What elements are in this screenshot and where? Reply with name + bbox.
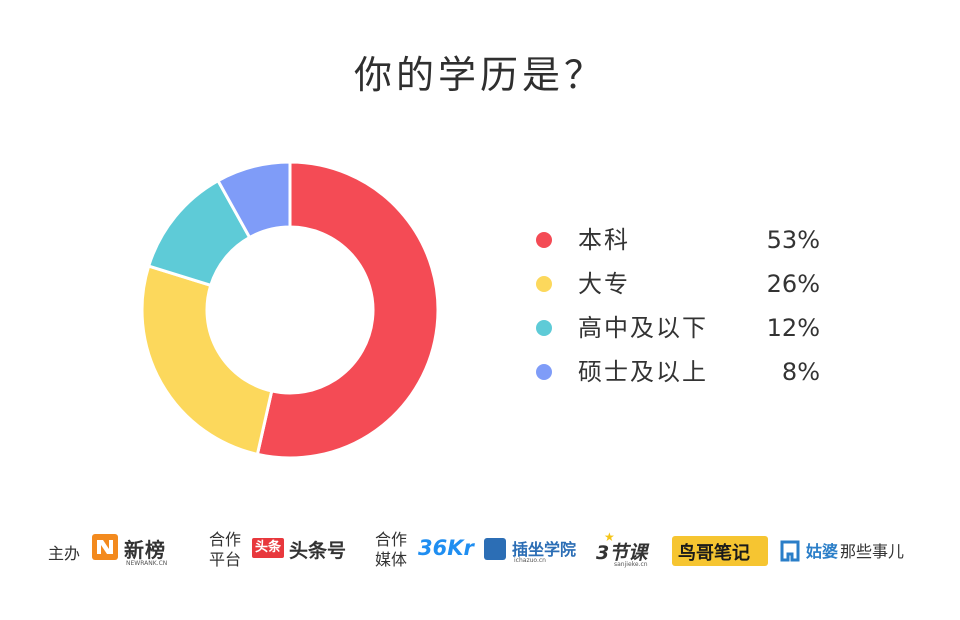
chazuo-icon xyxy=(484,538,506,560)
niaoge-logo: 鸟哥笔记 xyxy=(672,536,768,566)
donut-slice-硕士及以上 xyxy=(216,160,292,240)
3jieke-logo: ★ 3节课 sanjieke.cn xyxy=(596,530,666,568)
legend-value: 12% xyxy=(766,314,820,342)
3jieke-name: 3节课 xyxy=(596,542,648,564)
legend-label: 大专 xyxy=(578,270,630,298)
legend-value: 26% xyxy=(766,270,820,298)
gupo-logo: 姑婆 那些事儿 xyxy=(780,538,920,568)
sponsor-footer: 主办 新榜 NEWRANK.CN 合作 平台 头条 头条号 合作 媒体 36Kr… xyxy=(0,528,960,578)
legend-swatch xyxy=(536,276,552,292)
chart-title: 你的学历是？ xyxy=(353,53,606,97)
platform-label: 合作 平台 xyxy=(209,530,241,570)
legend-value: 8% xyxy=(781,358,820,386)
chart-legend: 本科 53% 大专 26% 高中及以下 12% 硕士及以上 8% xyxy=(536,222,836,398)
platform-label-line2: 平台 xyxy=(209,550,242,569)
chazuo-domain: ichazuo.cn xyxy=(514,557,546,564)
legend-label: 高中及以下 xyxy=(578,314,708,342)
media-label-line1: 合作 xyxy=(375,530,408,549)
newrank-icon xyxy=(92,534,118,560)
legend-item: 大专 26% xyxy=(536,266,836,310)
legend-value: 53% xyxy=(766,226,820,254)
media-label-line2: 媒体 xyxy=(375,550,408,569)
toutiao-badge: 头条 xyxy=(252,538,284,558)
chazuo-logo: 插坐学院 ichazuo.cn xyxy=(484,536,584,568)
newrank-domain: NEWRANK.CN xyxy=(126,560,168,567)
legend-swatch xyxy=(536,320,552,336)
newrank-logo: 新榜 NEWRANK.CN xyxy=(92,534,182,568)
legend-item: 硕士及以上 8% xyxy=(536,354,836,398)
toutiao-logo: 头条 头条号 xyxy=(252,536,348,566)
3jieke-domain: sanjieke.cn xyxy=(614,561,648,568)
legend-item: 高中及以下 12% xyxy=(536,310,836,354)
donut-chart xyxy=(140,160,440,460)
legend-item: 本科 53% xyxy=(536,222,836,266)
legend-label: 本科 xyxy=(578,226,630,254)
gupo-name-bold: 姑婆 xyxy=(806,542,839,561)
platform-label-line1: 合作 xyxy=(209,530,242,549)
gupo-name-rest: 那些事儿 xyxy=(840,542,905,561)
toutiao-name: 头条号 xyxy=(289,540,347,562)
gupo-icon xyxy=(780,540,800,562)
star-icon: ★ xyxy=(604,530,615,544)
host-label: 主办 xyxy=(48,544,81,563)
donut-slice-大专 xyxy=(140,264,274,457)
newrank-name: 新榜 xyxy=(124,538,166,562)
legend-swatch xyxy=(536,232,552,248)
legend-label: 硕士及以上 xyxy=(578,358,708,386)
media-label: 合作 媒体 xyxy=(375,530,407,570)
donut-slice-本科 xyxy=(255,160,440,460)
36kr-logo: 36Kr xyxy=(418,536,474,560)
legend-swatch xyxy=(536,364,552,380)
niaoge-name: 鸟哥笔记 xyxy=(678,543,750,564)
chazuo-name: 插坐学院 xyxy=(512,540,577,559)
